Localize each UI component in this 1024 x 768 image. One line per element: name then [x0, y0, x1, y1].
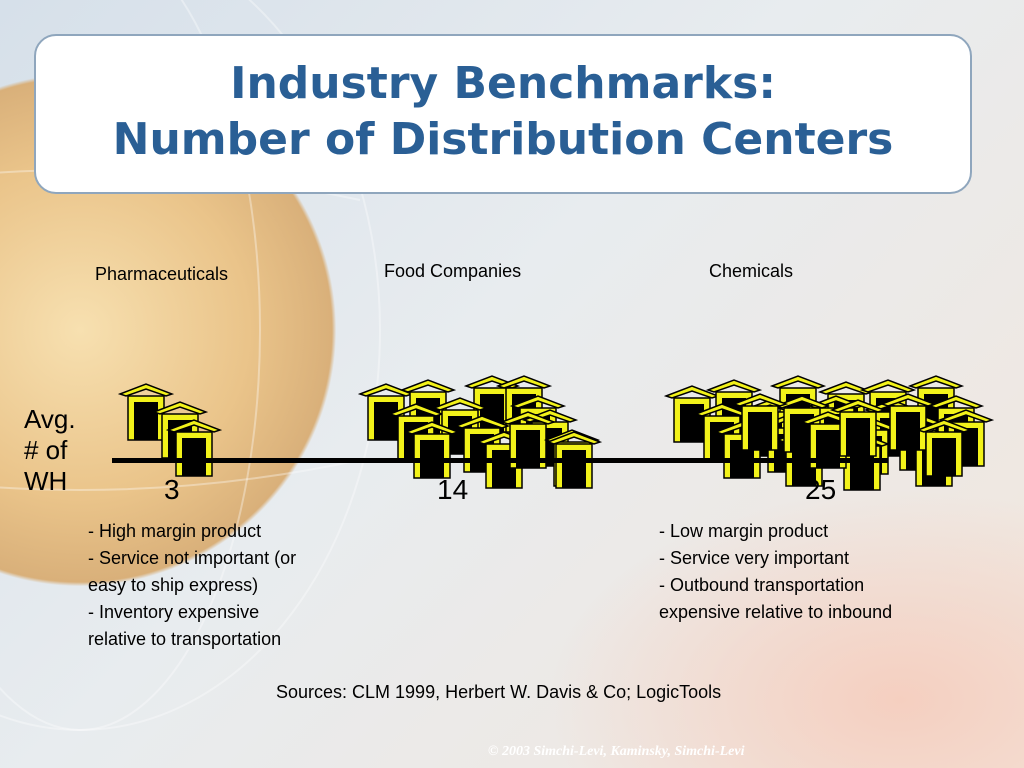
- value-food-companies: 14: [437, 474, 469, 505]
- page-title-line-2: Number of Distribution Centers: [112, 114, 894, 165]
- category-label-chemicals: Chemicals: [709, 261, 794, 281]
- copyright: © 2003 Simchi-Levi, Kaminsky, Simchi-Lev…: [488, 744, 745, 759]
- y-label-line-2: # of: [24, 435, 68, 465]
- page-title-line-1: Industry Benchmarks:: [230, 58, 776, 109]
- note-right-1: - Low margin product: [659, 521, 829, 541]
- y-label-line-1: Avg.: [24, 404, 76, 434]
- axis-line: [112, 458, 888, 463]
- value-pharmaceuticals: 3: [164, 474, 180, 505]
- note-left-2: - Service not important (or: [88, 548, 297, 568]
- y-label-line-3: WH: [24, 466, 68, 496]
- title-box: Industry Benchmarks: Number of Distribut…: [34, 34, 972, 194]
- note-left-4: - Inventory expensive: [88, 602, 260, 622]
- warehouse-icon: [404, 421, 460, 479]
- warehouse-icon: [454, 415, 510, 473]
- note-right-4: expensive relative to inbound: [659, 602, 893, 622]
- note-left-3: easy to ship express): [88, 575, 259, 595]
- y-axis-label: Avg. # of WH: [24, 404, 76, 497]
- warehouse-icon: [166, 419, 222, 477]
- category-label-food-companies: Food Companies: [384, 261, 522, 281]
- source-note: Sources: CLM 1999, Herbert W. Davis & Co…: [276, 682, 722, 702]
- note-left-1: - High margin product: [88, 521, 262, 541]
- notes-left: - High margin product - Service not impo…: [88, 518, 296, 653]
- warehouse-icon: [830, 399, 886, 457]
- warehouse-icon: [916, 419, 972, 477]
- warehouse-icon: [546, 431, 602, 489]
- note-left-5: relative to transportation: [88, 629, 282, 649]
- notes-right: - Low margin product - Service very impo…: [659, 518, 892, 626]
- warehouse-icon: [358, 383, 414, 441]
- value-chemicals: 25: [805, 474, 837, 505]
- warehouse-icon: [118, 383, 174, 441]
- warehouse-icon: [732, 393, 788, 451]
- category-label-pharmaceuticals: Pharmaceuticals: [95, 264, 229, 284]
- note-right-2: - Service very important: [659, 548, 850, 568]
- note-right-3: - Outbound transportation: [659, 575, 865, 595]
